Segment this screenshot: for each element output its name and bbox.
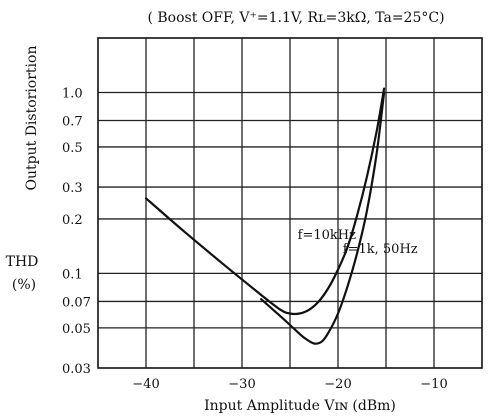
y-tick-label: 0.5 <box>62 141 83 156</box>
plot-frame <box>97 37 483 369</box>
y-axis-label-thd: THD <box>6 254 39 270</box>
x-tick-label: −40 <box>132 377 159 392</box>
y-tick-label: 1.0 <box>62 86 83 101</box>
chart-title: ( Boost OFF, V⁺=1.1V, Rʟ=3kΩ, Ta=25°C) <box>147 10 444 26</box>
y-tick-label: 0.3 <box>62 181 83 196</box>
y-tick-label: 0.7 <box>62 114 83 129</box>
y-tick-label: 0.2 <box>62 213 83 228</box>
tick-labels: −40 −30 −20 −10 1.0 0.7 0.5 0.3 0.2 0.1 0.07 0.05 0.… <box>62 86 448 392</box>
series-curves <box>144 87 386 345</box>
y-tick-label: 0.1 <box>62 267 83 282</box>
grid-lines <box>98 38 482 368</box>
x-axis-label: Input Amplitude Vɪɴ (dBm) <box>204 398 396 414</box>
y-tick-label: 0.03 <box>62 362 91 377</box>
x-tick-label: −10 <box>420 377 447 392</box>
x-tick-label: −30 <box>228 377 255 392</box>
y-axis-label-percent: (%) <box>12 277 36 293</box>
series-label: f=1k, 50Hz <box>343 242 418 257</box>
series-label: f=10kHz <box>298 228 356 243</box>
y-axis-label-output-distortion: Output Distoriortion <box>24 46 40 191</box>
x-tick-label: −20 <box>324 377 351 392</box>
y-tick-label: 0.07 <box>62 295 91 310</box>
y-tick-label: 0.05 <box>62 322 91 337</box>
curve-1k-50hz <box>260 91 386 345</box>
curve-10khz <box>144 87 386 316</box>
